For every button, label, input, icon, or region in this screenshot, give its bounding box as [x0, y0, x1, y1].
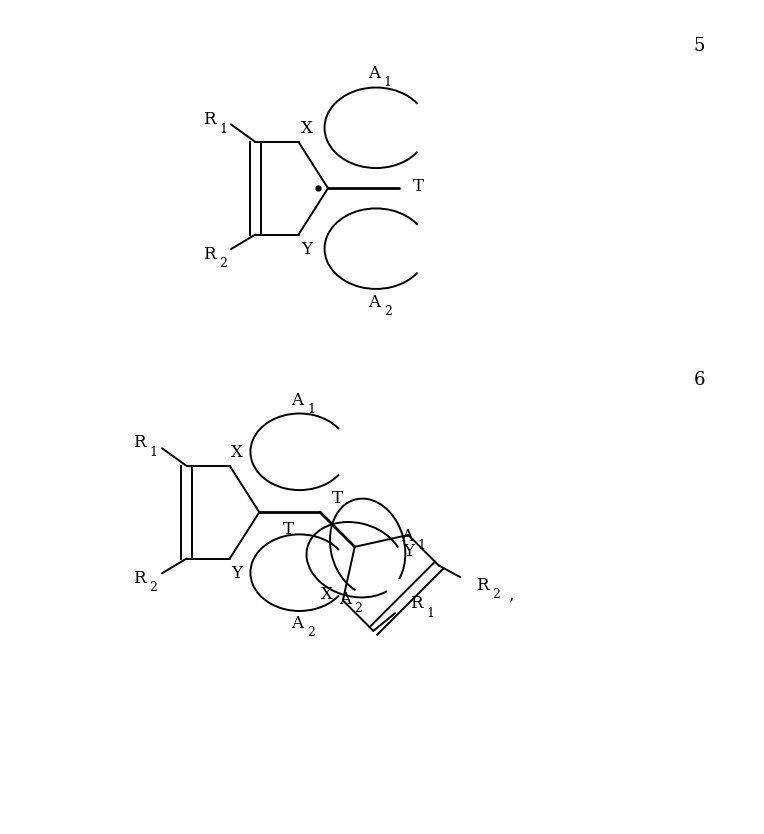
Text: ,: ,	[509, 586, 514, 604]
Text: 5: 5	[694, 37, 705, 55]
Text: 2: 2	[149, 581, 157, 595]
Text: 2: 2	[307, 626, 316, 639]
Text: T: T	[283, 521, 294, 539]
Text: R: R	[133, 570, 146, 586]
Text: 2: 2	[354, 602, 362, 615]
Text: R: R	[410, 595, 422, 612]
Text: 2: 2	[492, 589, 500, 601]
Text: A: A	[292, 392, 303, 409]
Text: A: A	[402, 528, 413, 545]
Text: A: A	[338, 591, 351, 608]
Text: R: R	[476, 576, 488, 594]
Text: X: X	[300, 120, 312, 137]
Text: Y: Y	[231, 565, 242, 582]
Text: 6: 6	[694, 370, 705, 389]
Text: A: A	[292, 615, 303, 632]
Text: R: R	[133, 434, 146, 451]
Text: A: A	[368, 65, 380, 83]
Text: X: X	[321, 586, 333, 603]
Text: R: R	[203, 246, 215, 263]
Text: T: T	[413, 178, 424, 195]
Text: 1: 1	[219, 123, 227, 136]
Text: 1: 1	[149, 445, 157, 459]
Text: 2: 2	[219, 258, 227, 270]
Text: X: X	[231, 444, 243, 460]
Text: T: T	[332, 490, 343, 507]
Text: Y: Y	[301, 241, 312, 258]
Text: 1: 1	[384, 76, 392, 89]
Text: 1: 1	[417, 539, 426, 552]
Text: 1: 1	[307, 403, 316, 416]
Text: A: A	[368, 294, 380, 311]
Text: R: R	[203, 111, 215, 128]
Text: 2: 2	[384, 305, 392, 318]
Text: 1: 1	[426, 606, 434, 620]
Text: Y: Y	[403, 543, 414, 560]
